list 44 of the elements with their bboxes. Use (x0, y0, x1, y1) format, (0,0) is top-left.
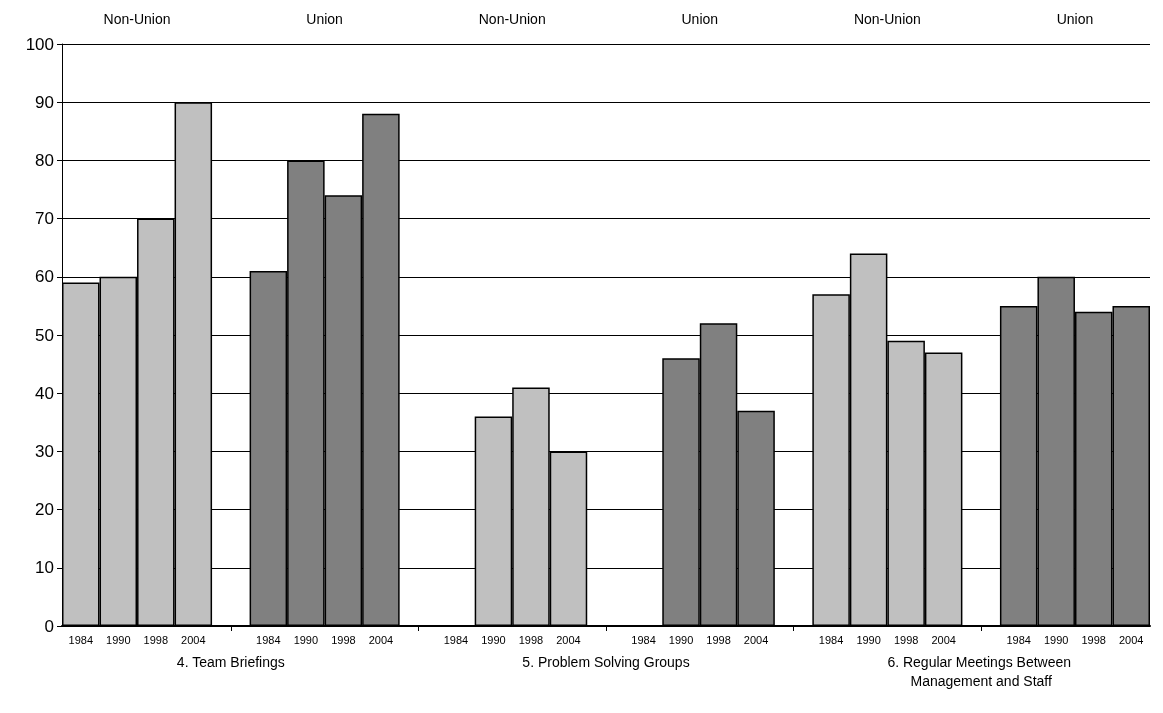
text: Union (306, 11, 343, 27)
x-tick-label: 2004 (368, 633, 394, 646)
y-tick-label: 90 (35, 92, 54, 112)
x-tick-label: 1984 (443, 633, 469, 646)
y-tick-label: 30 (35, 441, 54, 461)
x-tick-label: 1998 (1081, 633, 1106, 646)
y-tick-label: 20 (35, 500, 54, 520)
x-tick-label: 1998 (893, 633, 919, 646)
x-tick-label: 1990 (668, 633, 694, 646)
text: 6. Regular Meetings Between Management and Staff (887, 653, 1075, 689)
x-tick-label: 1998 (331, 633, 356, 646)
y-tick-label: 10 (35, 558, 54, 578)
text: Union (1056, 11, 1094, 27)
text: Non-Union (478, 11, 546, 27)
x-tick-label: 1990 (481, 633, 506, 646)
x-tick-label: 1998 (518, 633, 544, 646)
y-tick-label: 40 (35, 383, 54, 403)
text: Non-Union (103, 11, 171, 27)
y-tick-label: 100 (25, 34, 54, 54)
x-tick-label: 1984 (1006, 633, 1031, 646)
x-tick-label: 1984 (631, 633, 656, 646)
x-tick-label: 1984 (256, 633, 281, 646)
y-tick-label: 80 (35, 150, 54, 170)
y-tick-label: 70 (35, 209, 54, 229)
text: Non-Union (853, 11, 921, 27)
x-tick-label: 2004 (743, 633, 769, 646)
text: Union (681, 11, 719, 27)
text: 4. Team Briefings (176, 653, 285, 670)
x-tick-label: 2004 (931, 633, 956, 646)
x-tick-label: 1998 (706, 633, 731, 646)
y-tick-label: 50 (35, 325, 54, 345)
x-tick-label: 2004 (1119, 633, 1144, 646)
x-tick-label: 1984 (818, 633, 844, 646)
x-tick-label: 2004 (181, 633, 206, 646)
x-tick-label: 1990 (293, 633, 319, 646)
x-tick-label: 1990 (106, 633, 131, 646)
text: 5. Problem Solving Groups (522, 653, 690, 670)
x-tick-label: 1998 (143, 633, 169, 646)
y-tick-label: 60 (35, 267, 54, 287)
x-tick-label: 1984 (68, 633, 93, 646)
x-tick-label: 1990 (1043, 633, 1069, 646)
y-tick-label: 0 (44, 616, 54, 636)
x-tick-label: 1990 (856, 633, 881, 646)
x-tick-label: 2004 (556, 633, 581, 646)
